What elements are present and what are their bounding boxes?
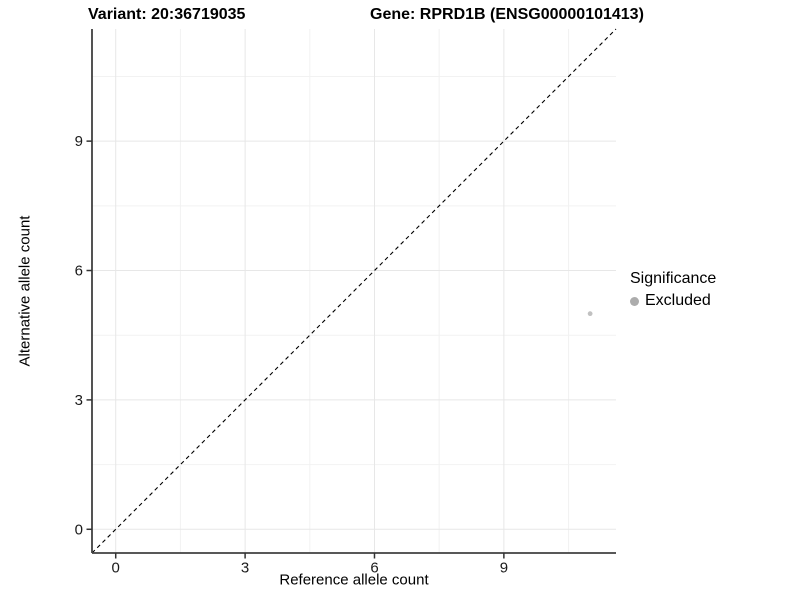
x-tick-label: 3 — [241, 559, 249, 576]
y-tick-label: 0 — [75, 521, 83, 538]
x-axis-label: Reference allele count — [279, 571, 429, 589]
plot-panel: 0 3 6 9 0 3 6 9 — [75, 28, 617, 576]
x-tick-label: 6 — [370, 559, 378, 576]
y-tick-label: 6 — [75, 263, 83, 280]
legend: Significance Excluded — [630, 270, 716, 310]
y-tick-label: 3 — [75, 392, 83, 409]
data-point — [587, 311, 593, 317]
y-axis-label: Alternative allele count — [16, 215, 34, 367]
x-tick-label: 0 — [112, 559, 120, 576]
y-tick-label: 9 — [75, 133, 83, 150]
x-tick-label: 9 — [500, 559, 508, 576]
legend-entry-label: Excluded — [645, 292, 711, 309]
gene-title: Gene: RPRD1B (ENSG00000101413) — [370, 6, 644, 23]
legend-entry-excluded: Excluded — [630, 292, 716, 310]
legend-title: Significance — [630, 270, 717, 287]
identity-dashed-line — [91, 28, 617, 554]
variant-title: Variant: 20:36719035 — [88, 6, 246, 23]
legend-point-icon — [630, 296, 639, 306]
